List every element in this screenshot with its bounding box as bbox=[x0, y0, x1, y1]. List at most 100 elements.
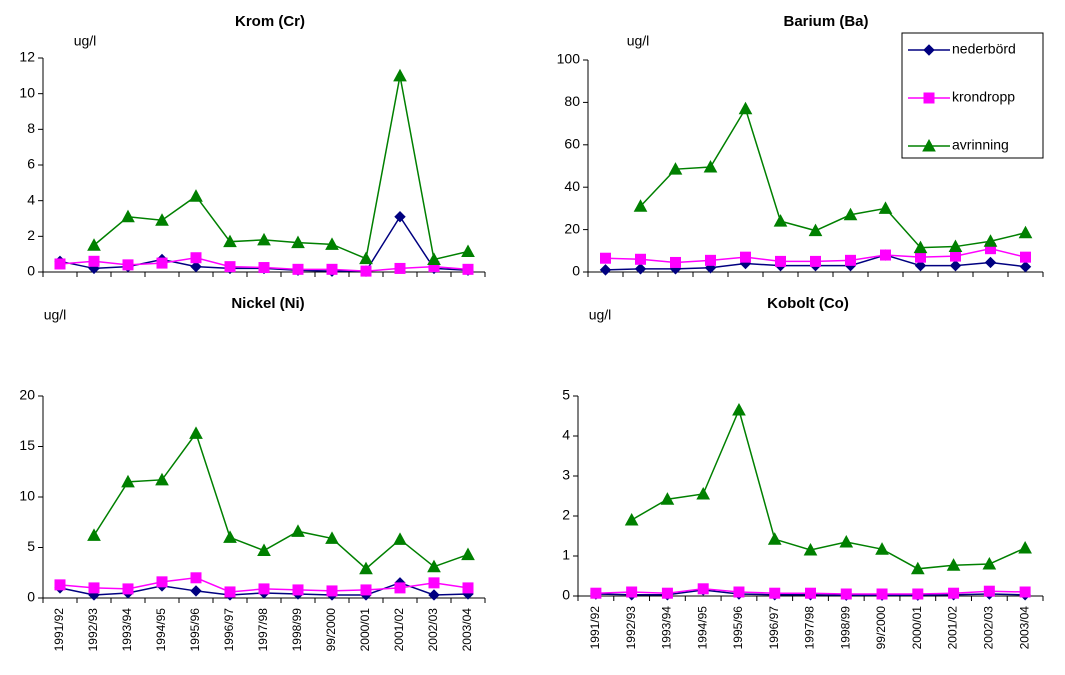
marker bbox=[775, 255, 786, 267]
x-tick-label: 1993/94 bbox=[660, 606, 674, 650]
marker bbox=[257, 543, 271, 557]
marker bbox=[600, 252, 611, 264]
marker bbox=[359, 251, 373, 265]
marker bbox=[155, 213, 169, 226]
series-line bbox=[631, 407, 1026, 570]
marker bbox=[462, 582, 474, 594]
marker bbox=[880, 249, 891, 261]
marker bbox=[461, 244, 475, 257]
marker bbox=[258, 583, 270, 595]
y-tick-label: 3 bbox=[562, 467, 570, 483]
marker bbox=[1019, 260, 1032, 273]
marker bbox=[428, 589, 440, 601]
marker bbox=[155, 472, 169, 486]
marker bbox=[950, 250, 961, 262]
marker bbox=[984, 256, 997, 269]
x-tick-label: 99/2000 bbox=[324, 608, 338, 652]
y-tick-label: 1 bbox=[562, 547, 570, 563]
marker bbox=[705, 254, 716, 266]
y-tick-label: 15 bbox=[19, 437, 35, 453]
marker bbox=[190, 252, 202, 264]
marker bbox=[703, 160, 718, 173]
marker bbox=[624, 512, 639, 526]
marker bbox=[696, 486, 711, 500]
x-tick-label: 2001/02 bbox=[392, 608, 406, 652]
marker bbox=[224, 586, 236, 598]
marker bbox=[634, 263, 647, 275]
marker bbox=[660, 492, 675, 505]
x-tick-label: 1991/92 bbox=[52, 608, 66, 652]
y-tick-label: 6 bbox=[27, 156, 35, 172]
marker bbox=[912, 588, 924, 600]
marker bbox=[393, 532, 407, 545]
x-tick-label: 2002/03 bbox=[426, 608, 440, 652]
x-tick-label: 2003/04 bbox=[460, 608, 474, 652]
marker bbox=[54, 258, 66, 270]
marker bbox=[427, 252, 441, 266]
marker bbox=[668, 162, 683, 175]
x-tick-label: 1992/93 bbox=[624, 606, 638, 650]
marker bbox=[913, 240, 928, 254]
marker bbox=[983, 585, 995, 597]
marker bbox=[840, 588, 852, 600]
marker bbox=[982, 556, 997, 570]
marker bbox=[325, 237, 339, 250]
marker bbox=[190, 585, 202, 597]
x-tick-label: 2000/01 bbox=[358, 608, 372, 652]
x-tick-label: 2003/04 bbox=[1017, 606, 1031, 650]
marker bbox=[590, 587, 602, 599]
legend-label: krondropp bbox=[952, 89, 1015, 105]
marker bbox=[394, 262, 406, 274]
marker bbox=[599, 264, 612, 276]
marker bbox=[54, 579, 66, 591]
marker bbox=[635, 253, 646, 265]
marker bbox=[223, 530, 237, 543]
marker bbox=[769, 587, 781, 599]
marker bbox=[1020, 251, 1031, 263]
marker bbox=[633, 199, 648, 212]
y-tick-label: 5 bbox=[562, 387, 570, 403]
series-line bbox=[93, 75, 469, 261]
chart-title: Krom (Cr) bbox=[235, 13, 305, 30]
marker bbox=[1018, 225, 1033, 239]
marker bbox=[292, 263, 304, 275]
x-tick-label: 1992/93 bbox=[86, 608, 100, 652]
marker bbox=[291, 524, 305, 537]
marker bbox=[122, 583, 134, 595]
y-axis-unit: ug/l bbox=[627, 33, 650, 49]
chart-title: Kobolt (Co) bbox=[767, 295, 849, 312]
marker bbox=[740, 251, 751, 263]
marker bbox=[326, 263, 338, 275]
marker bbox=[923, 92, 935, 104]
marker bbox=[1018, 540, 1032, 554]
marker bbox=[910, 561, 925, 575]
chart: Kobolt (Co) ug/l 0 1 2 3 4 5 1991/92 1992/93 1993/… bbox=[562, 295, 1044, 650]
marker bbox=[949, 259, 962, 272]
y-tick-label: 4 bbox=[27, 191, 35, 207]
marker bbox=[948, 587, 960, 599]
marker bbox=[257, 232, 271, 246]
marker bbox=[805, 587, 816, 599]
y-tick-label: 2 bbox=[27, 227, 35, 243]
y-tick-label: 0 bbox=[27, 589, 35, 605]
series-line bbox=[639, 106, 1026, 249]
marker bbox=[394, 211, 406, 223]
legend: nederbörd krondropp avrinning bbox=[901, 32, 1044, 159]
marker bbox=[462, 263, 474, 275]
y-tick-label: 40 bbox=[564, 178, 580, 194]
marker bbox=[121, 209, 135, 223]
legend-label: avrinning bbox=[952, 137, 1009, 153]
y-tick-label: 12 bbox=[19, 49, 35, 65]
marker bbox=[291, 235, 305, 249]
y-axis-unit: ug/l bbox=[589, 307, 612, 323]
marker bbox=[626, 586, 638, 598]
marker bbox=[738, 101, 753, 115]
marker bbox=[190, 572, 202, 584]
y-tick-label: 100 bbox=[557, 51, 581, 67]
marker bbox=[87, 528, 101, 541]
y-tick-label: 0 bbox=[572, 263, 580, 279]
marker bbox=[773, 214, 788, 227]
marker bbox=[428, 577, 440, 589]
marker bbox=[670, 256, 681, 268]
x-tick-label: 1994/95 bbox=[695, 606, 709, 650]
